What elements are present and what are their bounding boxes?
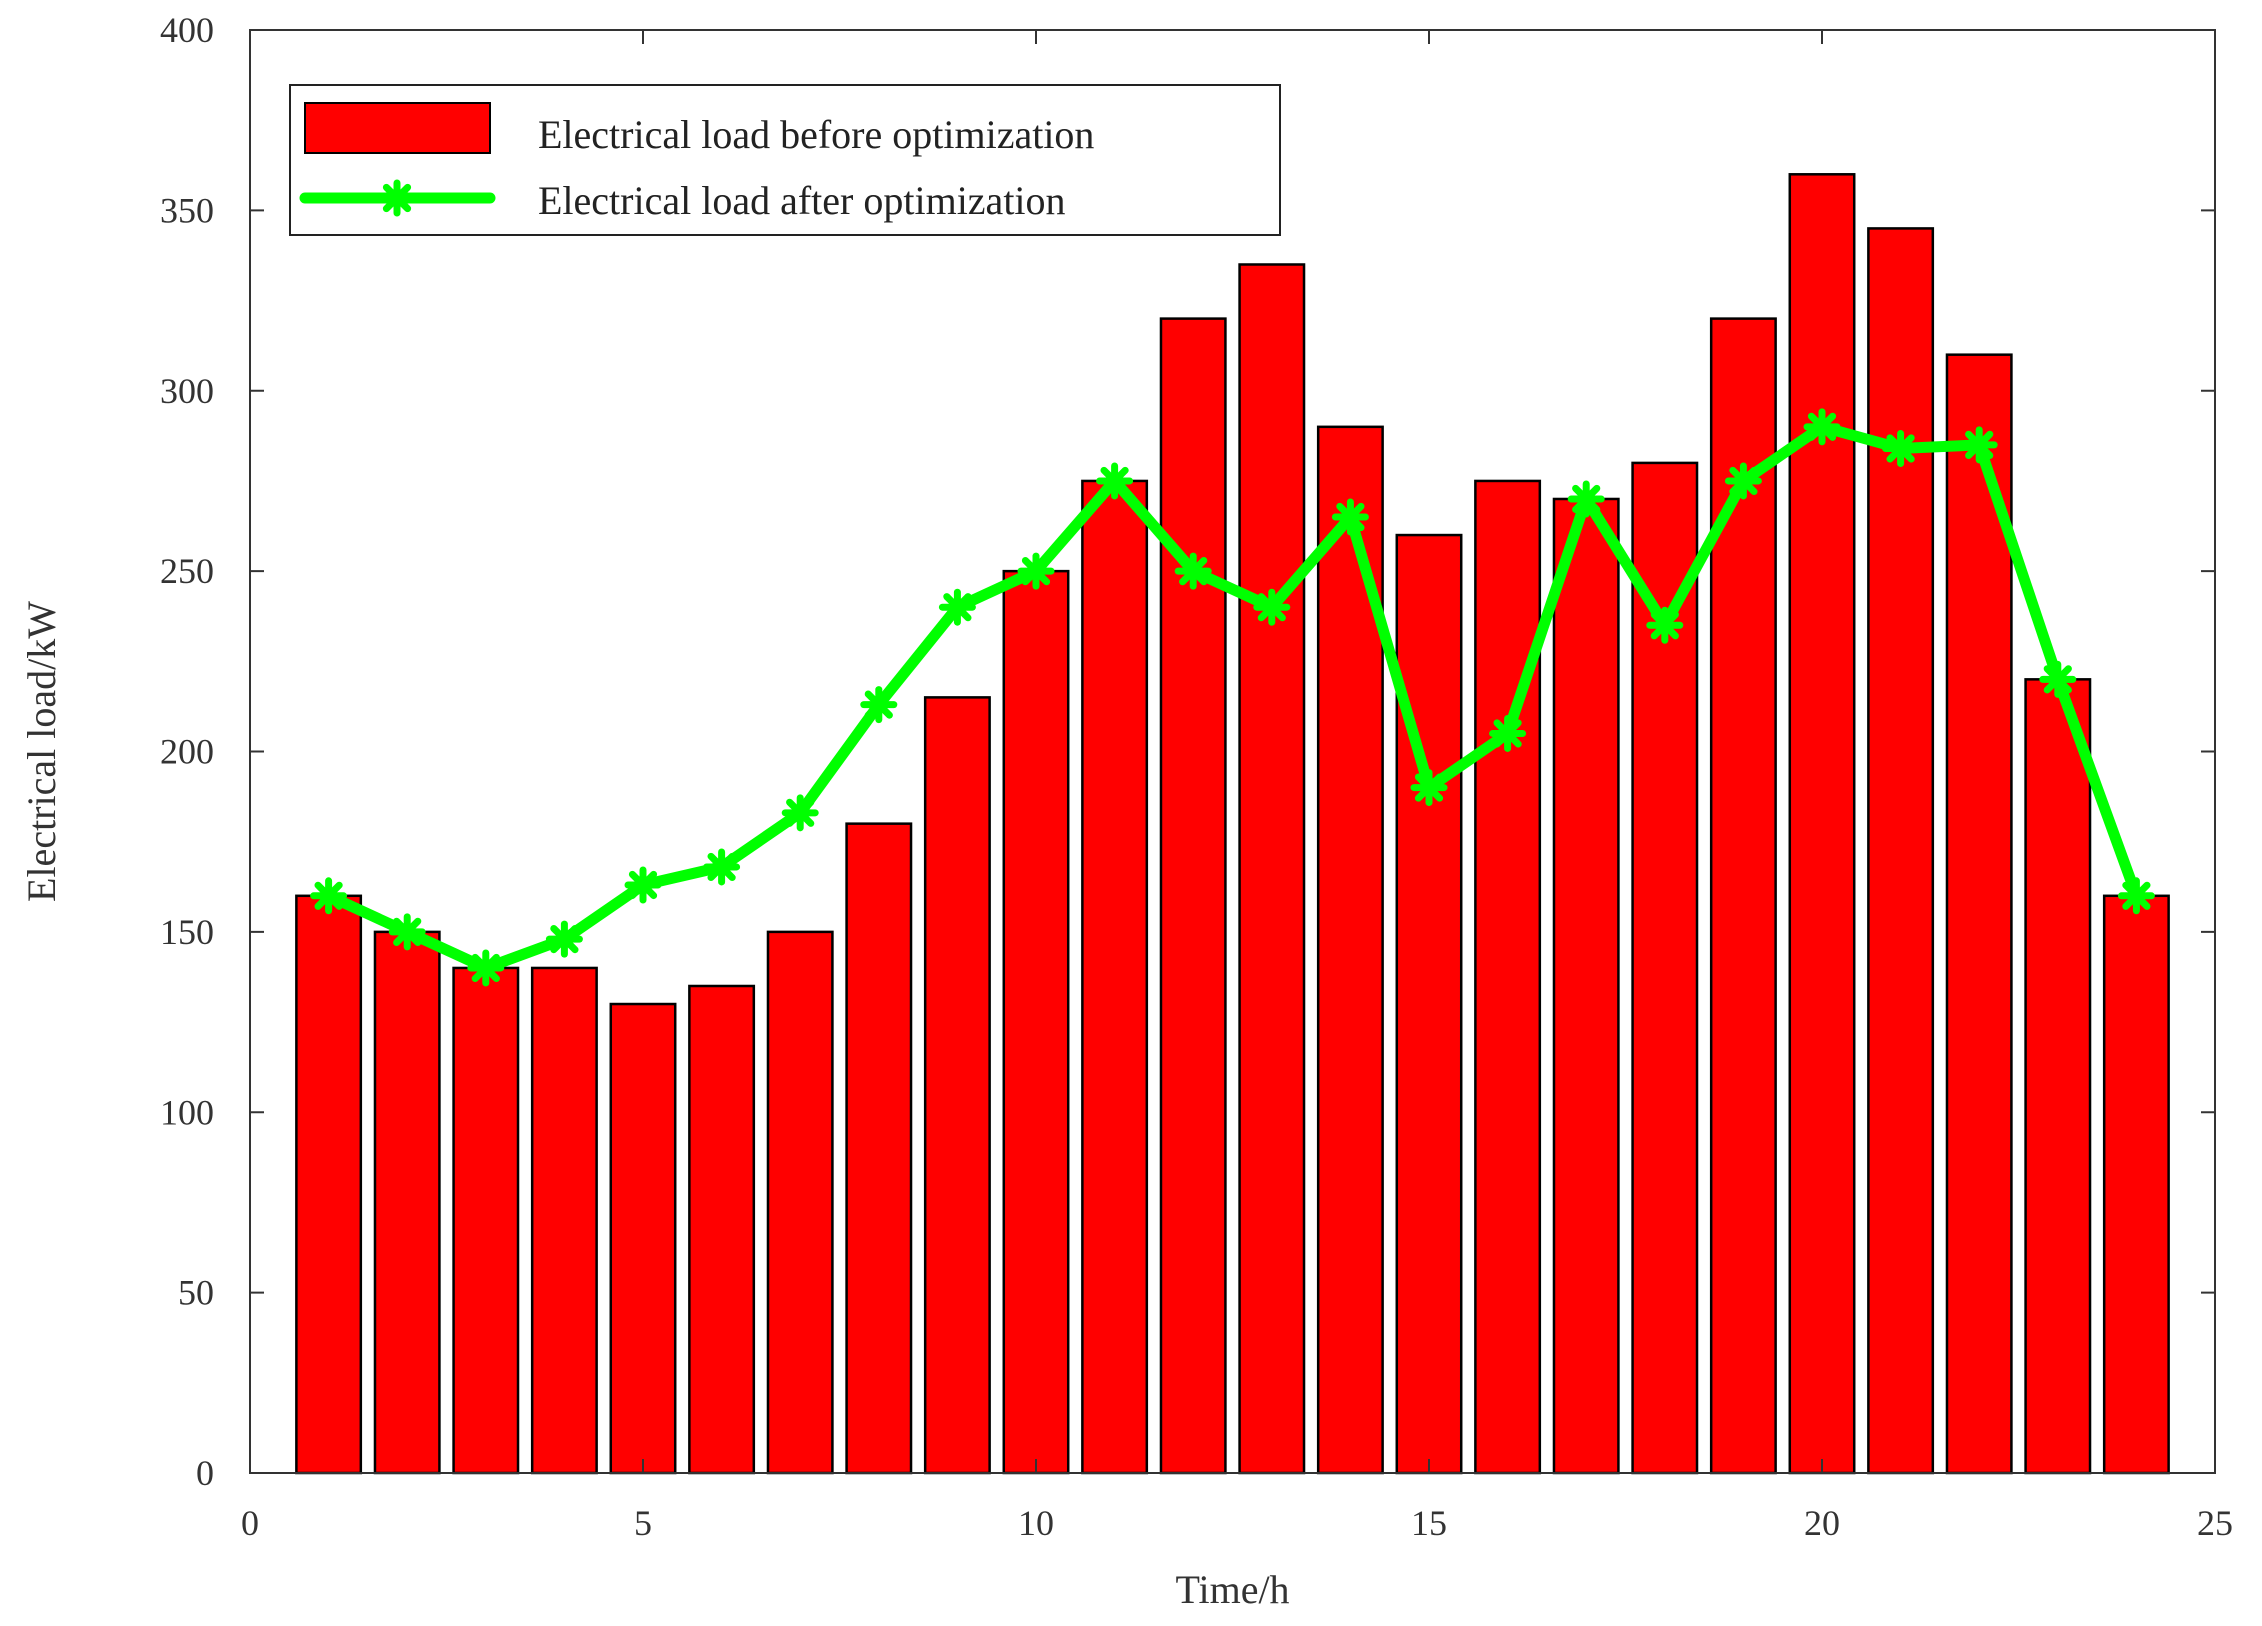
bar-hour-2: [373, 930, 441, 1475]
bar-hour-6: [688, 984, 756, 1475]
y-tick-label: 0: [196, 1453, 214, 1493]
line-point-hour-23: [2039, 660, 2077, 698]
line-point-hour-13: [1253, 588, 1291, 626]
bar-hour-3: [452, 966, 520, 1475]
legend-label-before: Electrical load before optimization: [538, 112, 1094, 157]
y-tick-label: 350: [160, 190, 214, 230]
bar-hour-8: [845, 822, 913, 1475]
line-point-hour-6: [703, 848, 741, 886]
line-point-hour-11: [1096, 462, 1134, 500]
line-point-hour-10: [1017, 552, 1055, 590]
bar-hour-15: [1395, 533, 1463, 1475]
bar-hour-20: [1788, 173, 1856, 1475]
line-point-hour-7: [781, 794, 819, 832]
bar-hour-12: [1159, 317, 1227, 1475]
x-tick-label: 5: [634, 1503, 652, 1543]
y-tick-label: 400: [160, 10, 214, 50]
line-point-hour-4: [545, 920, 583, 958]
legend-asterisk-marker: [378, 179, 416, 217]
bar-hour-10: [1002, 569, 1070, 1475]
line-point-hour-9: [938, 588, 976, 626]
x-tick-label: 10: [1018, 1503, 1054, 1543]
x-tick-label: 15: [1411, 1503, 1447, 1543]
bar-hour-7: [766, 930, 834, 1475]
line-point-hour-8: [860, 686, 898, 724]
x-tick-label: 20: [1804, 1503, 1840, 1543]
legend-bar-swatch: [304, 102, 491, 154]
y-tick-label: 250: [160, 551, 214, 591]
line-point-hour-16: [1489, 714, 1527, 752]
x-axis-label: Time/h: [1175, 1567, 1289, 1612]
legend: Electrical load before optimization Elec…: [289, 84, 1281, 236]
legend-label-after: Electrical load after optimization: [538, 178, 1066, 223]
line-point-hour-3: [467, 949, 505, 987]
y-axis-label: Electrical load/kW: [19, 601, 64, 902]
legend-line-marker: [378, 179, 416, 217]
bars-layer: [295, 173, 2170, 1475]
x-tick-label: 25: [2197, 1503, 2233, 1543]
line-point-hour-5: [624, 866, 662, 904]
line-point-hour-17: [1567, 480, 1605, 518]
line-point-hour-19: [1724, 462, 1762, 500]
bar-hour-5: [609, 1002, 677, 1475]
y-tick-label: 200: [160, 732, 214, 772]
line-point-hour-22: [1960, 426, 1998, 464]
bar-hour-21: [1867, 227, 1935, 1475]
bar-hour-22: [1945, 353, 2013, 1475]
bar-hour-23: [2024, 678, 2092, 1475]
bar-hour-16: [1474, 479, 1542, 1475]
line-point-hour-24: [2117, 877, 2155, 915]
line-point-hour-1: [310, 877, 348, 915]
line-point-hour-21: [1882, 429, 1920, 467]
line-point-hour-12: [1174, 552, 1212, 590]
line-point-hour-2: [388, 913, 426, 951]
y-tick-label: 300: [160, 371, 214, 411]
y-tick-label: 50: [178, 1273, 214, 1313]
line-point-hour-18: [1646, 606, 1684, 644]
y-tick-label: 150: [160, 912, 214, 952]
bar-hour-13: [1238, 263, 1306, 1475]
x-tick-label: 0: [241, 1503, 259, 1543]
bar-hour-24: [2102, 894, 2170, 1475]
bar-hour-4: [530, 966, 598, 1475]
bar-hour-9: [923, 696, 991, 1475]
line-point-hour-14: [1331, 498, 1369, 536]
bar-hour-17: [1552, 497, 1620, 1475]
y-tick-label: 100: [160, 1092, 214, 1132]
bar-hour-11: [1081, 479, 1149, 1475]
line-point-hour-20: [1803, 408, 1841, 446]
line-point-hour-15: [1410, 769, 1448, 807]
bar-hour-1: [295, 894, 363, 1475]
line-layer: [310, 408, 2155, 987]
